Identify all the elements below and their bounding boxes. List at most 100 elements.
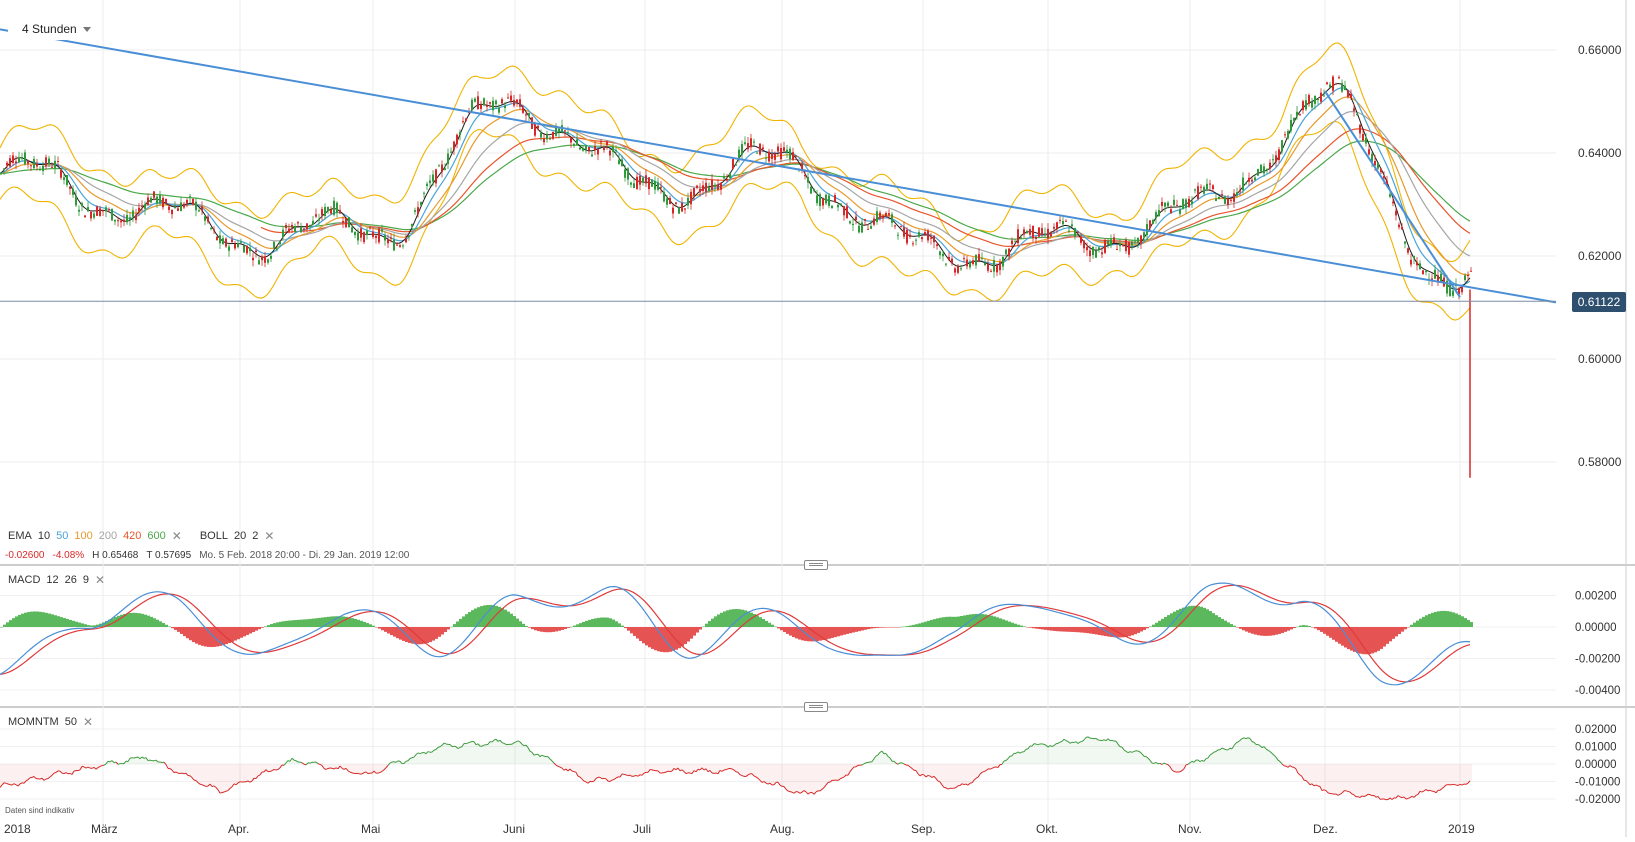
momentum-area bbox=[1406, 764, 1408, 799]
macd-histogram-bar bbox=[840, 627, 843, 635]
candle-body bbox=[177, 208, 179, 211]
date-range: Mo. 5 Feb. 2018 20:00 - Di. 29 Jan. 2019… bbox=[199, 550, 409, 561]
candle-body bbox=[1125, 240, 1127, 251]
momentum-area bbox=[322, 764, 324, 765]
candle-body bbox=[1227, 199, 1229, 205]
candle-body bbox=[15, 161, 17, 163]
momentum-area bbox=[988, 764, 990, 769]
momentum-line bbox=[710, 770, 712, 773]
macd-histogram-bar bbox=[645, 627, 648, 645]
macd-histogram-bar bbox=[1125, 627, 1128, 637]
momentum-area bbox=[836, 764, 838, 780]
momentum-area bbox=[736, 764, 738, 772]
momentum-area bbox=[490, 742, 492, 764]
candle-body bbox=[1128, 242, 1130, 254]
macd-histogram-bar bbox=[201, 627, 204, 646]
momentum-area bbox=[188, 764, 190, 776]
momentum-area bbox=[1308, 764, 1310, 782]
macd-histogram-bar bbox=[633, 627, 636, 636]
momentum-area bbox=[1454, 764, 1456, 784]
momentum-area bbox=[756, 764, 758, 777]
momentum-area bbox=[874, 759, 876, 764]
candle-body bbox=[1281, 140, 1283, 151]
candle-body bbox=[534, 125, 536, 136]
momentum-line bbox=[1004, 760, 1006, 761]
candle-body bbox=[27, 161, 29, 164]
momentum-area bbox=[348, 764, 350, 771]
momentum-area bbox=[960, 764, 962, 786]
macd-histogram-bar bbox=[1266, 627, 1269, 636]
momentum-area bbox=[646, 764, 648, 772]
momentum-area bbox=[94, 764, 96, 767]
momentum-area bbox=[1402, 764, 1404, 798]
momentum-area bbox=[464, 743, 466, 764]
candle-body bbox=[705, 183, 707, 192]
candle-body bbox=[1149, 220, 1151, 227]
momentum-area bbox=[1414, 764, 1416, 797]
remove-ema-icon[interactable]: ✕ bbox=[172, 529, 182, 543]
macd-histogram-bar bbox=[1023, 626, 1026, 627]
macd-histogram-bar bbox=[1212, 613, 1215, 627]
candle-body bbox=[1077, 232, 1079, 233]
remove-momentum-icon[interactable]: ✕ bbox=[83, 715, 93, 729]
momentum-area bbox=[1106, 741, 1108, 764]
candle-body bbox=[564, 130, 566, 131]
timeframe-selector[interactable]: 4 Stunden bbox=[8, 18, 99, 40]
momentum-area bbox=[1132, 752, 1134, 764]
momentum-area bbox=[768, 764, 770, 784]
momentum-area bbox=[766, 764, 768, 783]
momentum-area bbox=[824, 764, 826, 788]
momentum-area bbox=[626, 764, 628, 775]
momentum-area bbox=[716, 764, 718, 773]
candle-body bbox=[1239, 190, 1241, 191]
candle-body bbox=[1002, 257, 1004, 267]
momentum-area bbox=[1306, 764, 1308, 780]
macd-histogram-bar bbox=[1134, 627, 1137, 634]
macd-histogram-bar bbox=[162, 623, 165, 627]
momentum-area bbox=[576, 764, 578, 772]
pane-resize-handle-momentum[interactable] bbox=[804, 702, 828, 712]
momentum-line bbox=[66, 773, 68, 774]
momentum-area bbox=[1404, 764, 1406, 797]
macd-histogram-bar bbox=[198, 627, 201, 645]
candle-body bbox=[99, 208, 101, 216]
momentum-line bbox=[790, 792, 792, 793]
candle-body bbox=[159, 195, 161, 204]
momentum-area bbox=[1400, 764, 1402, 797]
candle-body bbox=[489, 102, 491, 103]
candle-body bbox=[318, 219, 320, 220]
remove-macd-icon[interactable]: ✕ bbox=[95, 573, 105, 587]
momentum-line bbox=[630, 775, 632, 776]
remove-boll-icon[interactable]: ✕ bbox=[264, 529, 274, 543]
candle-body bbox=[720, 183, 722, 190]
candle-body bbox=[249, 248, 251, 251]
momentum-line bbox=[494, 739, 496, 740]
macd-histogram-bar bbox=[294, 620, 297, 627]
candle-body bbox=[1344, 86, 1346, 90]
momentum-area bbox=[590, 764, 592, 781]
momentum-area bbox=[730, 764, 732, 768]
macd-histogram-bar bbox=[819, 627, 822, 641]
candle-body bbox=[111, 209, 113, 221]
macd-histogram-bar bbox=[360, 621, 363, 627]
momentum-line bbox=[1214, 751, 1216, 752]
candle-body bbox=[702, 185, 704, 191]
candle-body bbox=[285, 225, 287, 228]
momentum-line bbox=[498, 740, 500, 741]
candle-body bbox=[1134, 241, 1136, 242]
macd-histogram-bar bbox=[303, 619, 306, 627]
momentum-area bbox=[1026, 749, 1028, 764]
candle-body bbox=[1236, 192, 1238, 195]
macd-histogram-bar bbox=[789, 627, 792, 636]
momentum-area bbox=[230, 764, 232, 788]
momentum-area bbox=[1050, 745, 1052, 764]
momentum-area bbox=[572, 764, 574, 771]
pane-resize-handle-macd[interactable] bbox=[804, 560, 828, 570]
macd-histogram-bar bbox=[1425, 615, 1428, 627]
candle-body bbox=[336, 203, 338, 213]
macd-histogram-bar bbox=[1119, 627, 1122, 637]
macd-histogram-bar bbox=[1020, 626, 1023, 627]
candle-body bbox=[1464, 275, 1466, 280]
candle-body bbox=[1116, 249, 1118, 250]
momentum-area bbox=[1430, 764, 1432, 790]
